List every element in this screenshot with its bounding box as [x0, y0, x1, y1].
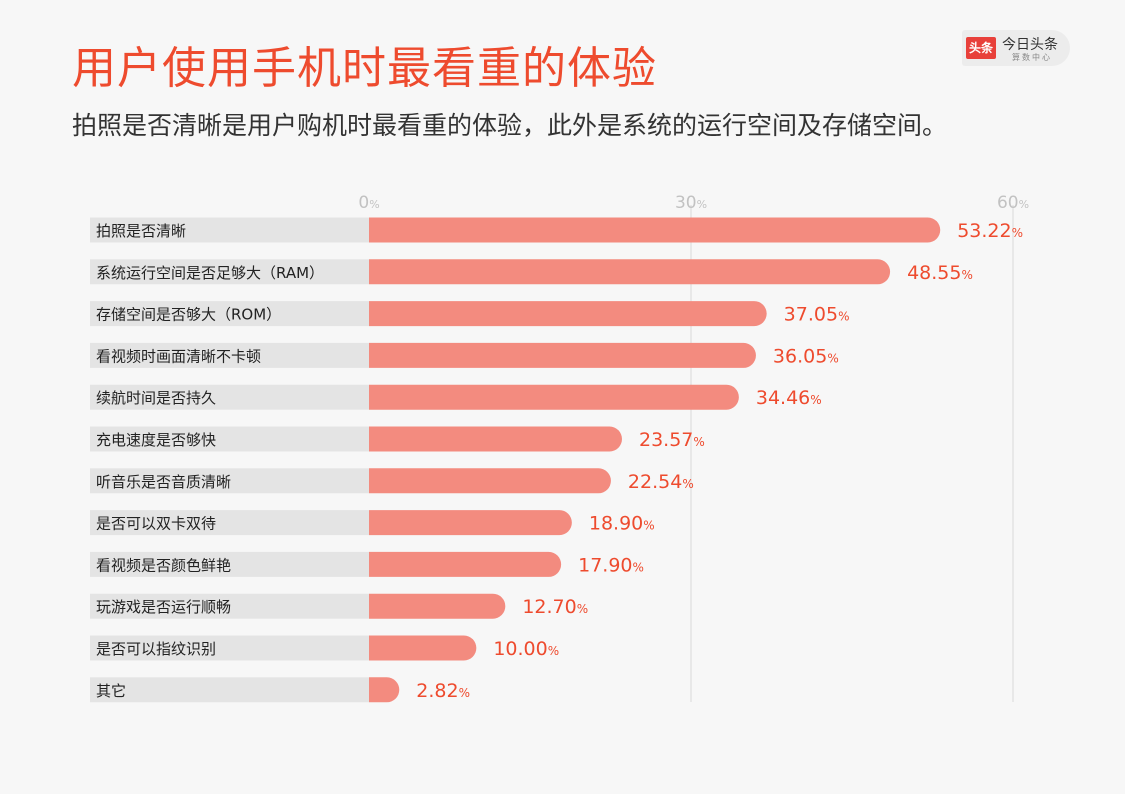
- category-label: 续航时间是否持久: [96, 389, 216, 407]
- logo-subtitle: 算数中心: [1012, 53, 1052, 62]
- logo-badge: 头条: [966, 37, 996, 59]
- category-label: 是否可以指纹识别: [96, 640, 216, 658]
- category-label-bg: [90, 593, 369, 619]
- bar: [369, 342, 756, 368]
- toutiao-logo: 头条 今日头条 算数中心: [962, 30, 1070, 66]
- data-label: 17.90%: [578, 554, 644, 576]
- category-label-bg: [90, 259, 369, 285]
- data-label: 22.54%: [628, 471, 694, 493]
- bar: [369, 677, 400, 703]
- bar: [369, 301, 767, 327]
- category-label: 听音乐是否音质清晰: [96, 473, 231, 491]
- bar: [369, 426, 622, 452]
- data-label: 12.70%: [522, 596, 588, 618]
- category-label-bg: [90, 551, 369, 577]
- data-label: 10.00%: [493, 638, 559, 660]
- category-label: 充电速度是否够快: [96, 431, 216, 449]
- data-label: 34.46%: [756, 387, 822, 409]
- category-label-bg: [90, 301, 369, 327]
- category-label: 看视频是否颜色鲜艳: [96, 556, 231, 574]
- category-label-bg: [90, 635, 369, 661]
- category-label-bg: [90, 677, 369, 703]
- data-label: 2.82%: [416, 680, 470, 702]
- bar: [369, 217, 941, 243]
- category-label-bg: [90, 468, 369, 494]
- category-label: 玩游戏是否运行顺畅: [96, 598, 231, 616]
- bar: [369, 635, 477, 661]
- bar: [369, 510, 572, 536]
- bar: [369, 384, 739, 410]
- category-label-bg: [90, 342, 369, 368]
- bar: [369, 468, 611, 494]
- bar: [369, 259, 891, 285]
- data-label: 23.57%: [639, 429, 705, 451]
- x-tick-label: 30%: [675, 193, 707, 213]
- category-label-bg: [90, 426, 369, 452]
- category-label-bg: [90, 510, 369, 536]
- category-label: 看视频时画面清晰不卡顿: [96, 347, 261, 365]
- category-label: 系统运行空间是否足够大（RAM）: [96, 264, 324, 282]
- data-label: 48.55%: [907, 262, 973, 284]
- data-label: 18.90%: [589, 513, 655, 535]
- page-subtitle: 拍照是否清晰是用户购机时最看重的体验，此外是系统的运行空间及存储空间。: [72, 111, 948, 140]
- data-label: 36.05%: [773, 345, 839, 367]
- category-label: 其它: [96, 682, 126, 700]
- bar: [369, 593, 506, 619]
- logo-name: 今日头条: [1002, 37, 1058, 53]
- category-label: 拍照是否清晰: [96, 222, 186, 240]
- bar: [369, 551, 562, 577]
- category-label-bg: [90, 217, 369, 243]
- x-tick-label: 60%: [997, 193, 1029, 213]
- data-label: 37.05%: [784, 304, 850, 326]
- page-title: 用户使用手机时最看重的体验: [72, 43, 657, 94]
- category-label: 是否可以双卡双待: [96, 515, 216, 533]
- category-label-bg: [90, 384, 369, 410]
- data-label: 53.22%: [957, 220, 1023, 242]
- category-label: 存储空间是否够大（ROM）: [96, 306, 281, 324]
- x-tick-label: 0%: [358, 193, 379, 213]
